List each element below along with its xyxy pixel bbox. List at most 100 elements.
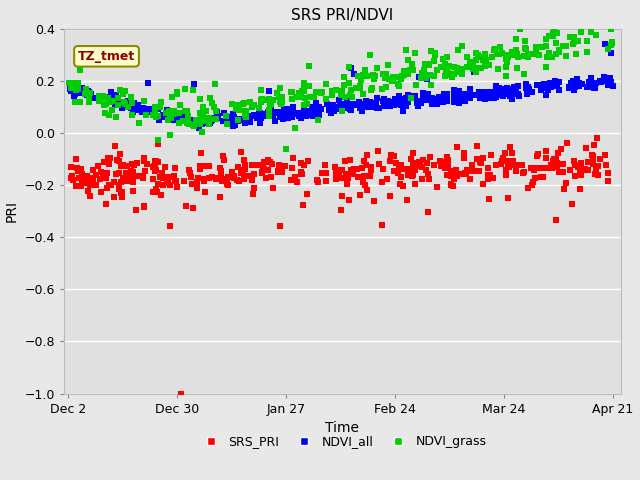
SRS_PRI <box>432 183 442 191</box>
SRS_PRI <box>340 157 350 165</box>
NDVI_all <box>363 104 373 111</box>
SRS_PRI <box>77 176 87 183</box>
NDVI_all <box>279 112 289 120</box>
NDVI_all <box>536 86 546 94</box>
NDVI_grass <box>467 66 477 73</box>
SRS_PRI <box>591 166 602 173</box>
NDVI_all <box>193 120 204 128</box>
SRS_PRI <box>601 162 611 169</box>
SRS_PRI <box>156 191 166 199</box>
NDVI_all <box>523 83 533 91</box>
SRS_PRI <box>415 161 425 169</box>
SRS_PRI <box>442 154 452 161</box>
SRS_PRI <box>104 180 114 188</box>
NDVI_grass <box>347 94 357 101</box>
NDVI_all <box>469 69 479 76</box>
NDVI_all <box>442 96 452 104</box>
SRS_PRI <box>158 181 168 189</box>
NDVI_grass <box>115 86 125 94</box>
NDVI_all <box>355 105 365 112</box>
NDVI_all <box>460 97 470 105</box>
NDVI_grass <box>105 98 115 106</box>
SRS_PRI <box>219 156 229 164</box>
NDVI_grass <box>511 47 521 54</box>
NDVI_grass <box>289 124 300 132</box>
SRS_PRI <box>275 222 285 229</box>
NDVI_grass <box>607 39 617 47</box>
SRS_PRI <box>549 156 559 163</box>
SRS_PRI <box>346 167 356 174</box>
NDVI_all <box>365 98 375 106</box>
NDVI_all <box>422 96 432 104</box>
NDVI_all <box>232 117 243 125</box>
NDVI_all <box>123 97 133 105</box>
NDVI_all <box>346 106 356 113</box>
NDVI_all <box>225 113 235 120</box>
NDVI_grass <box>166 114 176 121</box>
NDVI_all <box>328 102 339 109</box>
SRS_PRI <box>312 176 322 183</box>
NDVI_all <box>607 82 618 90</box>
SRS_PRI <box>496 161 506 168</box>
NDVI_all <box>180 111 191 119</box>
SRS_PRI <box>195 165 205 173</box>
NDVI_grass <box>384 75 394 83</box>
SRS_PRI <box>451 166 461 174</box>
NDVI_all <box>606 49 616 57</box>
NDVI_grass <box>511 64 522 72</box>
NDVI_grass <box>153 136 163 144</box>
SRS_PRI <box>570 161 580 169</box>
NDVI_all <box>143 79 154 87</box>
SRS_PRI <box>589 141 600 149</box>
NDVI_grass <box>204 114 214 122</box>
NDVI_all <box>308 104 318 111</box>
SRS_PRI <box>408 150 418 157</box>
NDVI_all <box>268 112 278 120</box>
NDVI_all <box>280 113 291 121</box>
SRS_PRI <box>128 168 138 176</box>
SRS_PRI <box>552 149 563 156</box>
SRS_PRI <box>463 168 474 175</box>
SRS_PRI <box>388 152 399 159</box>
NDVI_all <box>137 104 147 112</box>
NDVI_grass <box>429 58 440 65</box>
NDVI_grass <box>100 99 110 107</box>
SRS_PRI <box>195 162 205 169</box>
NDVI_grass <box>529 50 539 58</box>
NDVI_all <box>589 84 600 92</box>
SRS_PRI <box>569 157 579 165</box>
NDVI_all <box>255 109 265 117</box>
SRS_PRI <box>129 161 140 169</box>
NDVI_grass <box>355 84 365 92</box>
NDVI_all <box>289 109 299 117</box>
NDVI_all <box>509 90 520 98</box>
NDVI_grass <box>127 111 137 119</box>
SRS_PRI <box>422 170 433 178</box>
SRS_PRI <box>232 176 243 183</box>
NDVI_all <box>506 95 516 103</box>
NDVI_all <box>108 96 118 104</box>
SRS_PRI <box>485 172 495 180</box>
NDVI_grass <box>67 79 77 87</box>
NDVI_grass <box>211 107 221 115</box>
NDVI_all <box>549 79 559 86</box>
SRS_PRI <box>456 170 467 178</box>
NDVI_all <box>314 111 324 119</box>
NDVI_grass <box>465 59 476 67</box>
NDVI_all <box>475 89 485 96</box>
NDVI_all <box>316 105 326 113</box>
NDVI_grass <box>394 73 404 81</box>
NDVI_all <box>105 93 115 101</box>
NDVI_all <box>79 89 90 96</box>
NDVI_all <box>485 88 495 96</box>
Legend: SRS_PRI, NDVI_all, NDVI_grass: SRS_PRI, NDVI_all, NDVI_grass <box>193 430 492 453</box>
SRS_PRI <box>511 167 522 175</box>
NDVI_grass <box>174 119 184 126</box>
NDVI_grass <box>573 37 584 45</box>
NDVI_grass <box>487 53 497 61</box>
SRS_PRI <box>476 159 486 167</box>
NDVI_grass <box>367 72 378 79</box>
NDVI_all <box>478 92 488 100</box>
SRS_PRI <box>192 184 202 192</box>
NDVI_grass <box>264 107 274 114</box>
